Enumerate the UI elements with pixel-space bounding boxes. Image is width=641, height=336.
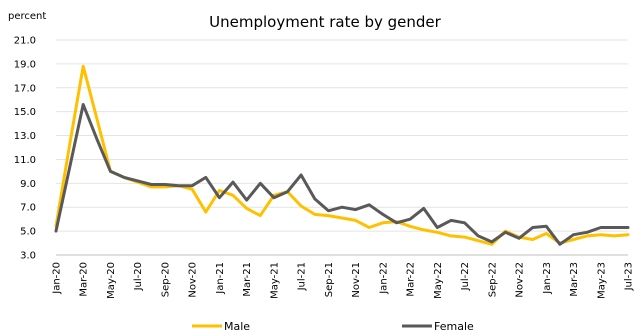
x-tick-label: Jul-21 (297, 262, 308, 291)
x-tick-label: Nov-22 (515, 262, 526, 298)
y-tick-label: 11.0 (14, 155, 36, 166)
x-tick-label: Sep-22 (487, 262, 498, 297)
y-tick-label: 13.0 (14, 131, 36, 142)
x-tick-label: May-21 (269, 262, 280, 299)
y-tick-label: 17.0 (14, 83, 36, 94)
x-tick-label: Mar-23 (569, 262, 580, 297)
x-tick-label: May-23 (596, 262, 607, 299)
gridlines (56, 39, 628, 256)
x-axis-ticks: Jan-20 Mar-20 May-20 Jul-20 Sep-20 Nov-20 Jan-… (52, 262, 635, 299)
x-tick-label: Jan-22 (378, 262, 389, 295)
x-tick-label: Mar-21 (242, 262, 253, 297)
y-tick-label: 19.0 (14, 59, 36, 70)
y-axis-ticks: 3.0 5.0 7.0 9.0 11.0 13.0 15.0 17.0 19.0 21.0 (14, 36, 36, 262)
x-tick-label: Jan-20 (52, 262, 63, 295)
x-tick-label: Nov-21 (351, 262, 362, 298)
x-tick-label: Sep-21 (324, 262, 335, 297)
y-tick-label: 3.0 (20, 251, 36, 262)
y-tick-label: 7.0 (20, 203, 36, 214)
y-unit-label: percent (8, 11, 46, 22)
legend-label-male: Male (224, 320, 250, 333)
series-line-female (54, 103, 630, 246)
x-tick-label: Nov-20 (188, 262, 199, 298)
x-tick-label: May-22 (433, 262, 444, 299)
x-tick-label: Mar-20 (79, 262, 90, 297)
y-tick-label: 15.0 (14, 107, 36, 118)
legend: Male Female (192, 320, 474, 333)
x-tick-label: Sep-20 (160, 262, 171, 297)
y-tick-label: 21.0 (14, 36, 36, 47)
series-line-male (54, 64, 630, 246)
x-tick-label: Jul-22 (460, 262, 471, 291)
x-tick-label: Jan-21 (215, 262, 226, 295)
x-tick-label: Jul-23 (624, 262, 635, 291)
y-tick-label: 9.0 (20, 179, 36, 190)
legend-label-female: Female (434, 320, 474, 333)
series-lines (54, 64, 630, 246)
y-tick-label: 5.0 (20, 227, 36, 238)
x-tick-label: Jan-23 (542, 262, 553, 295)
x-tick-label: Mar-22 (406, 262, 417, 297)
chart-title: Unemployment rate by gender (209, 13, 441, 31)
x-tick-label: May-20 (106, 262, 117, 299)
x-tick-label: Jul-20 (133, 262, 144, 291)
